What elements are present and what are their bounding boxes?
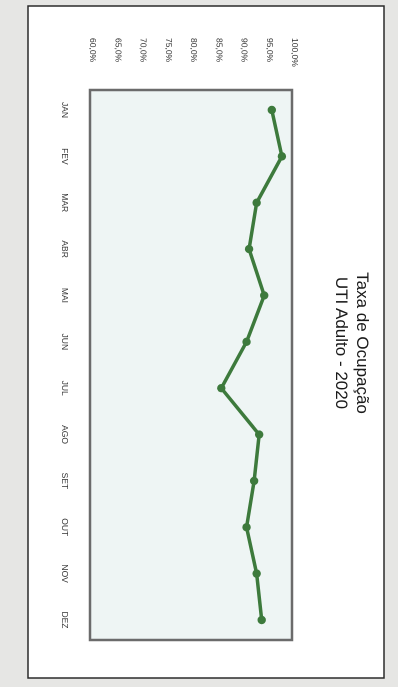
y-tick-label: 65,0% bbox=[113, 38, 123, 63]
x-tick-label: JUN bbox=[60, 334, 70, 351]
plot-frame bbox=[88, 88, 294, 642]
y-tick-label: 60,0% bbox=[88, 38, 98, 63]
y-tick-label: 75,0% bbox=[164, 38, 174, 63]
y-tick-label: 85,0% bbox=[214, 38, 224, 63]
x-tick-label: SET bbox=[60, 473, 70, 490]
data-point bbox=[252, 569, 261, 578]
data-point bbox=[277, 152, 287, 161]
y-tick-label: 95,0% bbox=[265, 38, 275, 63]
y-tick-label: 80,0% bbox=[189, 38, 199, 63]
x-tick-label: DEZ bbox=[60, 612, 70, 629]
plot-area: 60,0% 65,0% 70,0% 75,0% 80,0% 85,0% 90,0% 95,0%… bbox=[60, 38, 300, 642]
data-point bbox=[254, 430, 264, 439]
x-tick-label: FEV bbox=[60, 148, 70, 165]
x-tick-label: JUL bbox=[60, 381, 70, 396]
x-tick-label: MAI bbox=[60, 288, 70, 303]
x-tick-label: NOV bbox=[60, 564, 70, 583]
series-line bbox=[219, 108, 284, 622]
data-point bbox=[249, 476, 259, 486]
data-point bbox=[244, 244, 254, 254]
data-point bbox=[242, 337, 251, 347]
data-point bbox=[242, 523, 251, 532]
data-point bbox=[217, 383, 226, 393]
chart-title-line-1: Taxa de Ocupação bbox=[353, 272, 372, 414]
data-point bbox=[257, 615, 266, 625]
data-point bbox=[267, 105, 276, 115]
x-tick-label: AGO bbox=[60, 425, 70, 444]
y-tick-label: 100,0% bbox=[290, 38, 300, 67]
y-tick-label: 70,0% bbox=[139, 38, 149, 63]
chart-title: Taxa de Ocupação UTI Adulto - 2020 bbox=[332, 272, 372, 414]
chart-title-line-2: UTI Adulto - 2020 bbox=[332, 277, 351, 409]
data-point bbox=[260, 291, 269, 300]
x-tick-label: OUT bbox=[60, 518, 70, 536]
x-tick-label: ABR bbox=[60, 240, 70, 257]
x-tick-label: JAN bbox=[60, 102, 70, 118]
y-tick-label: 90,0% bbox=[240, 38, 250, 63]
x-tick-label: MAR bbox=[60, 193, 70, 212]
data-point bbox=[252, 198, 261, 207]
